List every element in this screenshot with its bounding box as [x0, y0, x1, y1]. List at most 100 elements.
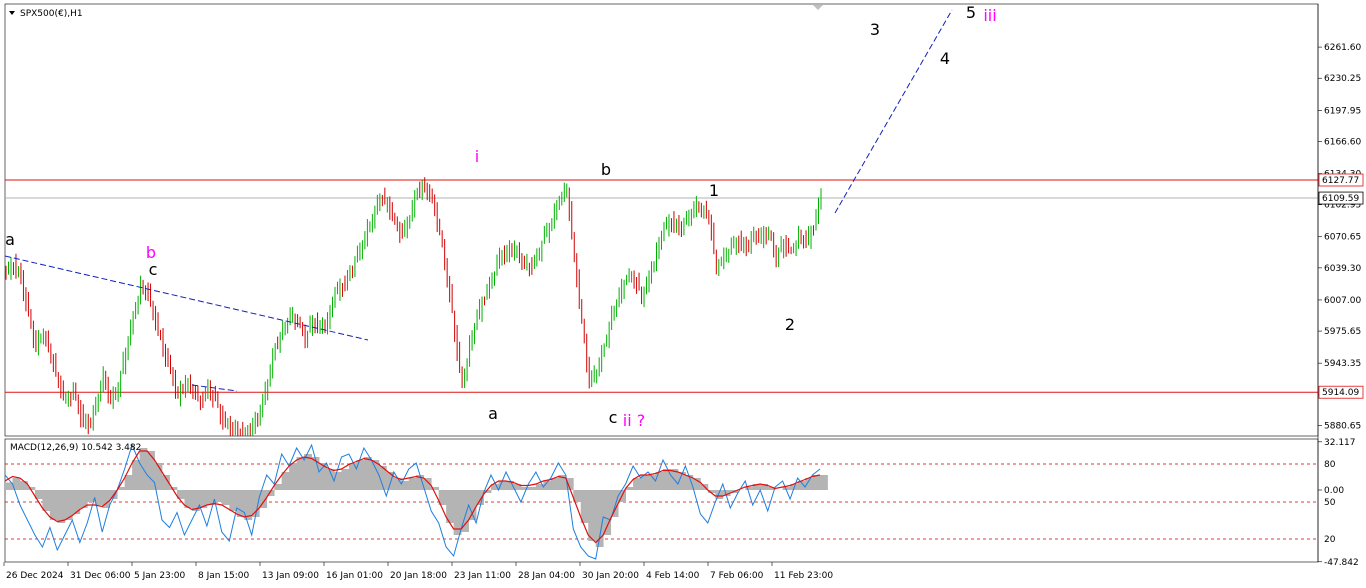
macd-bar	[49, 490, 58, 520]
macd-bar	[162, 475, 170, 490]
macd-bar	[393, 478, 402, 490]
price-tick-label: 6070.65	[1324, 233, 1361, 243]
macd-bar	[677, 472, 686, 490]
macd-bar	[640, 475, 649, 490]
macd-bar	[42, 490, 51, 511]
macd-bar	[476, 490, 484, 505]
macd-bar	[304, 454, 312, 490]
macd-bar	[34, 490, 43, 499]
wave-label: b	[146, 243, 156, 262]
wave-label: b	[601, 160, 611, 179]
macd-bar	[266, 490, 275, 496]
macd-bar	[520, 487, 529, 490]
time-tick-label: 26 Dec 2024	[6, 571, 64, 581]
macd-bar	[251, 490, 260, 517]
macd-bar	[102, 490, 111, 508]
macd-bar	[491, 484, 499, 490]
macd-bar	[528, 487, 537, 490]
macd-bar	[722, 490, 731, 496]
macd-bar	[603, 490, 612, 535]
macd-bar	[752, 484, 761, 490]
wave-label: iii	[983, 6, 996, 25]
macd-bar	[244, 490, 253, 520]
macd-bar	[64, 490, 73, 520]
macd-level-label: 50	[1324, 498, 1336, 508]
price-tick-label: 5943.35	[1324, 359, 1361, 369]
macd-bar	[87, 490, 96, 502]
time-axis: 26 Dec 2024 31 Dec 06:00 5 Jan 23:00 8 Jan …	[3, 562, 833, 581]
macd-bar	[19, 481, 28, 490]
macd-tick-label: -47.842	[1324, 558, 1359, 568]
macd-bar	[176, 490, 185, 499]
macd-title: MACD(12,26,9) 10.542 3.482	[10, 443, 141, 453]
macd-bar	[281, 472, 290, 490]
macd-bar	[782, 487, 791, 490]
wave-label: i	[475, 147, 479, 166]
macd-bar	[191, 490, 200, 511]
macd-bar	[326, 469, 335, 490]
wave-label: a	[488, 404, 498, 423]
macd-tick-label: 32.117	[1324, 438, 1356, 448]
macd-bar	[535, 484, 544, 490]
macd-bar	[580, 490, 589, 523]
macd-bar	[27, 487, 36, 490]
macd-bar	[416, 475, 425, 490]
macd-bar	[363, 457, 372, 490]
macd-bar	[767, 487, 776, 490]
wave-label: 2	[785, 315, 795, 334]
price-tick-label: 6230.25	[1324, 74, 1361, 84]
macd-bar	[820, 475, 828, 490]
macd-bar	[371, 460, 380, 490]
macd-bar	[79, 490, 88, 508]
chart-title: SPX500(€),H1	[20, 9, 83, 19]
macd-bar	[124, 475, 133, 490]
time-tick-label: 13 Jan 09:00	[262, 571, 319, 581]
macd-bar	[356, 460, 365, 490]
macd-bar	[169, 487, 178, 490]
upper-trendline	[5, 255, 369, 341]
macd-bar	[558, 475, 567, 490]
macd-bar	[685, 475, 694, 490]
wave-label: a	[5, 230, 15, 249]
macd-bar	[453, 490, 462, 535]
macd-bar	[154, 463, 163, 490]
shift-marker-icon	[813, 5, 823, 10]
macd-bar	[296, 457, 305, 490]
macd-bar	[438, 490, 447, 505]
macd-bar	[446, 490, 455, 523]
macd-bar	[625, 487, 634, 490]
macd-bar	[94, 490, 103, 505]
macd-bar	[461, 490, 469, 532]
macd-bar	[333, 472, 342, 490]
trendlines	[5, 9, 953, 392]
time-tick-label: 28 Jan 04:00	[518, 571, 575, 581]
candles	[5, 177, 822, 436]
macd-bar	[229, 490, 238, 511]
macd-bar	[715, 490, 724, 499]
price-tick-label: 6039.30	[1324, 264, 1361, 274]
wave-label: c	[149, 260, 158, 279]
macd-bar	[573, 490, 582, 502]
wave-label: 1	[709, 181, 719, 200]
macd-bar	[348, 463, 357, 490]
macd-bar	[274, 484, 283, 490]
macd-bar	[513, 484, 522, 490]
macd-bar	[147, 451, 155, 490]
macd-bar	[565, 478, 574, 490]
macd-bar	[341, 469, 350, 490]
macd-bar	[692, 478, 701, 490]
price-tick-label: 6102.95	[1324, 201, 1361, 211]
price-panel	[4, 3, 1319, 437]
price-tick-label: 6166.60	[1324, 137, 1361, 147]
small-trendline	[191, 384, 238, 392]
symbol-dropdown-icon[interactable]	[9, 11, 15, 15]
price-tick-label: 6261.60	[1324, 43, 1361, 53]
macd-axis: 32.117 0.00 -47.842 80 50 20	[1318, 438, 1359, 568]
macd-bar	[662, 469, 671, 490]
macd-bar	[423, 478, 432, 490]
macd-bar	[236, 490, 245, 517]
macd-bar	[12, 478, 21, 490]
wave-label: c	[609, 408, 618, 427]
time-tick-label: 7 Feb 06:00	[710, 571, 764, 581]
